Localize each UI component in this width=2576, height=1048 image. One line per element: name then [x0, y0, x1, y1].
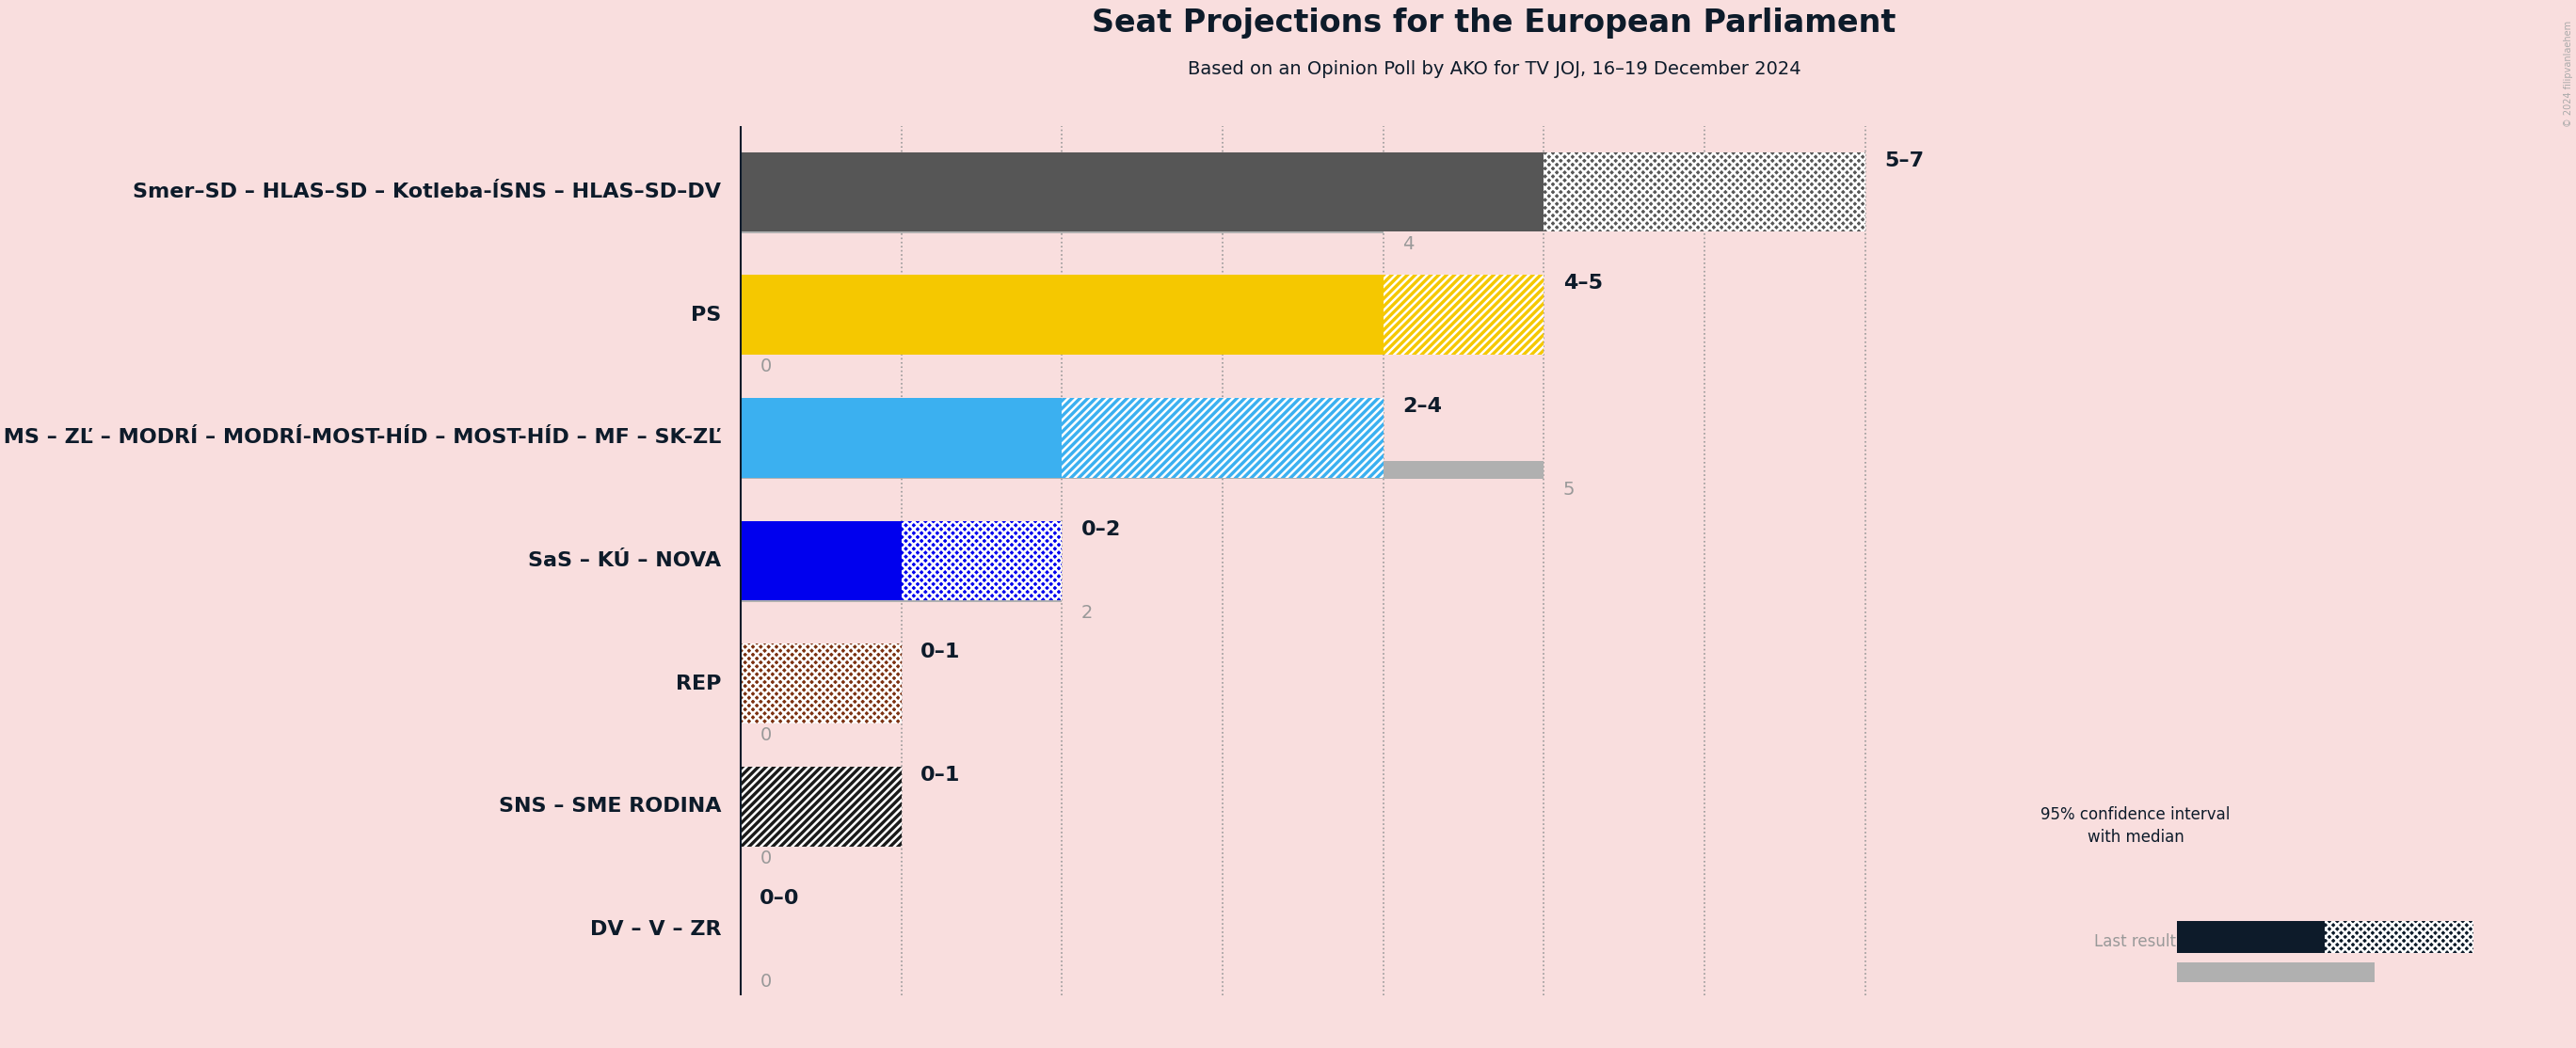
Bar	[2177, 963, 2375, 982]
Bar	[739, 461, 1543, 479]
Bar	[739, 767, 902, 846]
Bar	[1383, 276, 1543, 354]
Bar	[739, 398, 1061, 478]
Text: © 2024 filipvanlaehem: © 2024 filipvanlaehem	[2563, 21, 2573, 128]
Bar	[739, 215, 1383, 233]
Text: 0–2: 0–2	[1082, 520, 1121, 539]
Text: KDH – SK – D – MS – ZĽ – MODRÍ – MODRÍ-MOST-HÍD – MOST-HÍD – MF – SK-ZĽ: KDH – SK – D – MS – ZĽ – MODRÍ – MODRÍ-M…	[0, 429, 721, 447]
Bar	[1061, 398, 1383, 478]
Bar	[2177, 921, 2324, 953]
Text: 0–1: 0–1	[920, 766, 961, 785]
Text: Seat Projections for the European Parliament: Seat Projections for the European Parlia…	[1092, 7, 1896, 39]
Bar	[739, 521, 902, 601]
Bar	[739, 584, 1061, 602]
Text: 0: 0	[760, 357, 770, 375]
Text: SNS – SME RODINA: SNS – SME RODINA	[500, 798, 721, 816]
Text: 0–0: 0–0	[760, 889, 799, 908]
Text: 4–5: 4–5	[1564, 275, 1602, 293]
Bar	[739, 276, 1383, 354]
Text: 5–7: 5–7	[1886, 151, 1924, 170]
Bar	[739, 643, 902, 723]
Text: Based on an Opinion Poll by AKO for TV JOJ, 16–19 December 2024: Based on an Opinion Poll by AKO for TV J…	[1188, 60, 1801, 78]
Text: DV – V – ZR: DV – V – ZR	[590, 920, 721, 939]
Text: 0–1: 0–1	[920, 642, 961, 661]
Text: 0: 0	[760, 973, 770, 990]
Bar	[2324, 921, 2473, 953]
Text: PS: PS	[690, 305, 721, 324]
Text: 0: 0	[760, 849, 770, 868]
Text: SaS – KÚ – NOVA: SaS – KÚ – NOVA	[528, 551, 721, 570]
Bar	[739, 152, 1543, 232]
Text: 2: 2	[1082, 604, 1092, 621]
Text: 2–4: 2–4	[1401, 397, 1443, 416]
Bar	[1543, 152, 1865, 232]
Text: 0: 0	[760, 726, 770, 744]
Text: 95% confidence interval
with median: 95% confidence interval with median	[2040, 806, 2231, 846]
Text: Last result: Last result	[2094, 933, 2177, 951]
Text: 4: 4	[1401, 235, 1414, 253]
Text: REP: REP	[675, 674, 721, 693]
Text: Smer–SD – HLAS–SD – Kotleba-ĺSNS – HLAS–SD–DV: Smer–SD – HLAS–SD – Kotleba-ĺSNS – HLAS–…	[134, 182, 721, 201]
Bar	[902, 521, 1061, 601]
Text: 5: 5	[1564, 481, 1574, 499]
